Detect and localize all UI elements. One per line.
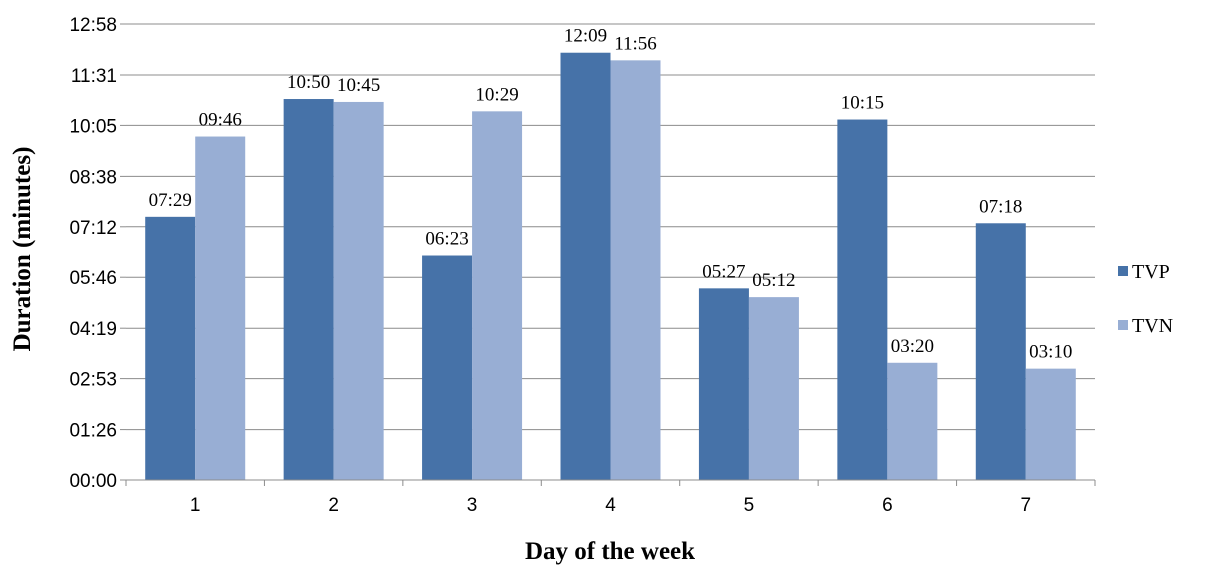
data-labels: 07:29 09:46 10:50 10:45 06:23 10:29 12:09 11:56… xyxy=(149,26,1073,363)
y-tick-label: 12:58 xyxy=(69,15,117,36)
data-label: 06:23 xyxy=(425,229,468,250)
x-tick-label: 6 xyxy=(882,495,893,516)
bars xyxy=(145,52,1076,481)
legend: TVP TVN xyxy=(1118,261,1173,337)
data-label: 12:09 xyxy=(564,26,607,47)
data-label: 03:10 xyxy=(1029,342,1072,363)
y-tick-label: 04:19 xyxy=(69,319,117,340)
data-label: 11:56 xyxy=(614,33,657,54)
x-axis-title: Day of the week xyxy=(525,538,695,565)
y-tick-label: 05:46 xyxy=(69,268,117,289)
y-axis-ticks: 00:00 01:26 02:53 04:19 05:46 07:12 08:38 10:05… xyxy=(69,15,117,492)
data-label: 07:18 xyxy=(979,196,1022,217)
x-axis-ticks: 1 2 3 4 5 6 7 xyxy=(125,480,1096,516)
data-label: 05:27 xyxy=(702,261,745,282)
data-label: 10:29 xyxy=(475,84,518,105)
y-tick-label: 02:53 xyxy=(69,370,117,391)
y-tick-label: 10:05 xyxy=(69,116,117,137)
bar-tvn-day-6 xyxy=(887,362,938,480)
y-tick-label: 00:00 xyxy=(69,471,117,492)
legend-swatch-tvp xyxy=(1118,266,1128,276)
data-label: 09:46 xyxy=(199,110,242,131)
bar-tvp-day-1 xyxy=(145,216,196,481)
bar-tvn-day-4 xyxy=(610,60,661,481)
y-tick-label: 01:26 xyxy=(69,421,117,442)
legend-swatch-tvn xyxy=(1118,320,1128,330)
x-tick-label: 4 xyxy=(605,495,616,516)
data-label: 03:20 xyxy=(891,336,934,357)
data-label: 05:12 xyxy=(752,270,795,291)
data-label: 10:45 xyxy=(337,75,380,96)
x-tick-label: 3 xyxy=(467,495,478,516)
y-tick-label: 07:12 xyxy=(69,218,117,239)
bar-tvp-day-7 xyxy=(975,223,1026,480)
x-tick-label: 5 xyxy=(744,495,755,516)
legend-label-tvn: TVN xyxy=(1132,315,1173,337)
y-tick-label: 08:38 xyxy=(69,167,117,188)
legend-label-tvp: TVP xyxy=(1132,261,1170,283)
bar-tvp-day-6 xyxy=(837,119,888,480)
y-axis-title: Duration (minutes) xyxy=(9,147,36,352)
data-label: 10:15 xyxy=(841,93,884,114)
bar-tvp-day-5 xyxy=(698,288,749,480)
bar-tvp-day-4 xyxy=(560,52,611,481)
y-tick-label: 11:31 xyxy=(71,66,117,87)
bar-tvn-day-7 xyxy=(1025,368,1076,480)
bar-tvn-day-2 xyxy=(333,101,384,480)
data-label: 07:29 xyxy=(149,190,192,211)
bar-tvn-day-5 xyxy=(748,297,799,480)
bar-tvn-day-3 xyxy=(472,111,523,481)
x-tick-label: 7 xyxy=(1020,495,1031,516)
x-tick-label: 2 xyxy=(328,495,339,516)
bar-tvn-day-1 xyxy=(195,136,246,480)
bar-tvp-day-3 xyxy=(422,255,473,480)
data-label: 10:50 xyxy=(287,72,330,93)
x-tick-label: 1 xyxy=(190,495,201,516)
bar-tvp-day-2 xyxy=(283,99,334,481)
